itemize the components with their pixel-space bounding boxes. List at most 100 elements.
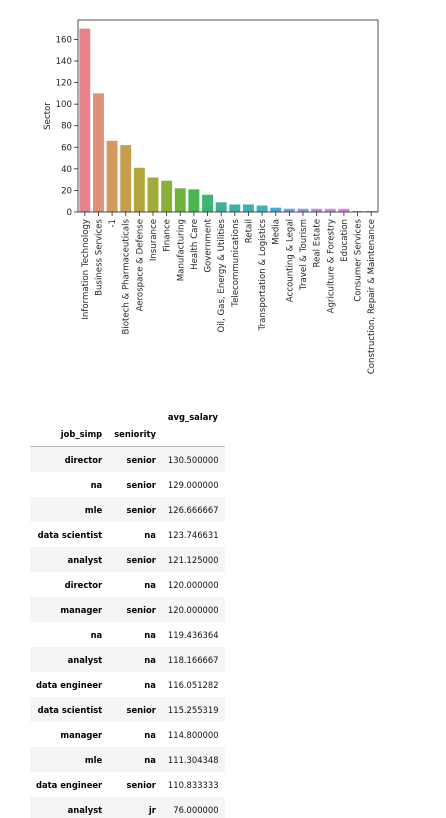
bar-2 xyxy=(106,140,118,212)
x-tick-label: Retail xyxy=(244,219,254,243)
bar-3 xyxy=(120,145,132,212)
bar-20 xyxy=(352,210,363,212)
plot-frame xyxy=(77,19,379,213)
table-row: manager na 114.800000 xyxy=(30,722,225,747)
row-seniority: na xyxy=(144,729,156,740)
sector-bar-chart: 0 20 40 60 80 100 120 140 160 Information Techno… xyxy=(43,19,379,374)
y-tick-label: 40 xyxy=(61,165,72,175)
bar-12 xyxy=(243,204,254,212)
x-tick-label: Media xyxy=(272,219,282,245)
bar-7 xyxy=(174,188,186,212)
x-tick-label: Oil, Gas, Energy & Utilities xyxy=(217,218,227,332)
row-job-simp: manager xyxy=(60,604,103,615)
bar-10 xyxy=(215,202,227,212)
row-seniority: na xyxy=(144,629,156,640)
table-row: analyst jr 76.000000 xyxy=(30,797,225,818)
table-row: manager senior 120.000000 xyxy=(30,597,225,622)
bar-8 xyxy=(188,189,200,212)
x-tick-label: Finance xyxy=(163,219,173,252)
x-tick-label: -1 xyxy=(108,219,118,228)
x-tick-label: Transportation & Logistics xyxy=(258,218,268,331)
row-seniority: senior xyxy=(126,479,156,490)
y-axis: 0 20 40 60 80 100 120 140 160 xyxy=(56,35,78,218)
y-tick-label: 140 xyxy=(56,57,72,67)
row-avg-salary: 118.166667 xyxy=(167,654,219,665)
y-tick-label: 60 xyxy=(61,143,72,153)
row-job-simp: analyst xyxy=(67,654,103,665)
x-tick-label: Aerospace & Defense xyxy=(135,219,145,311)
bar-6 xyxy=(161,180,173,212)
y-tick-label: 0 xyxy=(67,208,72,218)
blank-header-cell xyxy=(30,400,108,422)
x-tick-label: Travel & Tourism xyxy=(299,219,309,291)
row-seniority: senior xyxy=(126,779,156,790)
row-avg-salary: 110.833333 xyxy=(167,779,219,790)
bar-11 xyxy=(229,204,241,212)
x-tick-label: Information Technology xyxy=(81,219,91,320)
bar-0 xyxy=(79,28,91,212)
row-job-simp: data scientist xyxy=(37,704,103,715)
row-job-simp: director xyxy=(64,579,103,590)
x-tick-label: Education xyxy=(340,219,350,262)
row-avg-salary: 129.000000 xyxy=(167,479,219,490)
salary-table: avg_salary job_simp seniority director se… xyxy=(30,400,225,818)
bar-14 xyxy=(270,207,282,212)
row-job-simp: manager xyxy=(60,729,103,740)
row-seniority: senior xyxy=(126,454,156,465)
row-avg-salary: 123.746631 xyxy=(167,529,219,540)
row-seniority: senior xyxy=(126,704,156,715)
row-job-simp: mle xyxy=(84,504,103,515)
table-row: data scientist na 123.746631 xyxy=(30,522,225,547)
row-avg-salary: 76.000000 xyxy=(173,804,219,815)
row-job-simp: na xyxy=(90,479,103,490)
table-row: director senior 130.500000 xyxy=(30,446,225,472)
table-header-row-columns: avg_salary xyxy=(30,400,225,422)
row-avg-salary: 130.500000 xyxy=(167,454,219,465)
table-row: na senior 129.000000 xyxy=(30,472,225,497)
row-seniority: senior xyxy=(126,604,156,615)
table-row: analyst na 118.166667 xyxy=(30,647,225,672)
row-avg-salary: 115.255319 xyxy=(167,704,219,715)
row-seniority: senior xyxy=(126,504,156,515)
row-avg-salary: 119.436364 xyxy=(167,629,219,640)
row-job-simp: data engineer xyxy=(36,679,103,690)
bar-9 xyxy=(202,194,213,212)
table-row: mle senior 126.666667 xyxy=(30,497,225,522)
x-tick-label: Business Services xyxy=(94,218,104,295)
row-seniority: na xyxy=(144,529,156,540)
table-row: data scientist senior 115.255319 xyxy=(30,697,225,722)
row-avg-salary: 111.304348 xyxy=(167,754,219,765)
table-header-row-index: job_simp seniority xyxy=(30,422,225,447)
row-seniority: jr xyxy=(148,804,156,815)
index-name-seniority: seniority xyxy=(108,422,162,447)
row-avg-salary: 121.125000 xyxy=(167,554,219,565)
bar-19 xyxy=(338,208,350,212)
y-tick-label: 100 xyxy=(56,100,72,110)
y-axis-label: Sector xyxy=(43,102,53,130)
row-avg-salary: 120.000000 xyxy=(167,604,219,615)
row-seniority: na xyxy=(144,654,156,665)
x-tick-label: Manufacturing xyxy=(176,219,186,281)
y-tick-label: 160 xyxy=(56,35,72,45)
y-tick-label: 20 xyxy=(61,186,72,196)
x-tick-label: Health Care xyxy=(190,219,200,270)
row-job-simp: mle xyxy=(84,754,103,765)
row-job-simp: na xyxy=(90,629,103,640)
table-row: analyst senior 121.125000 xyxy=(30,547,225,572)
row-seniority: na xyxy=(144,679,156,690)
table-row: na na 119.436364 xyxy=(30,622,225,647)
bar-17 xyxy=(311,208,323,212)
bar-15 xyxy=(283,208,295,212)
bars-layer xyxy=(79,28,377,212)
row-seniority: senior xyxy=(126,554,156,565)
bar-13 xyxy=(256,205,268,212)
x-tick-label: Accounting & Legal xyxy=(285,219,295,302)
x-tick-label: Government xyxy=(204,218,214,272)
table-row: data engineer na 116.051282 xyxy=(30,672,225,697)
bar-5 xyxy=(147,177,159,212)
table-row: director na 120.000000 xyxy=(30,572,225,597)
row-job-simp: data scientist xyxy=(37,529,103,540)
column-header-avg-salary: avg_salary xyxy=(167,412,218,422)
y-tick-label: 120 xyxy=(56,79,72,89)
x-tick-label: Biotech & Pharmaceuticals xyxy=(122,218,132,334)
